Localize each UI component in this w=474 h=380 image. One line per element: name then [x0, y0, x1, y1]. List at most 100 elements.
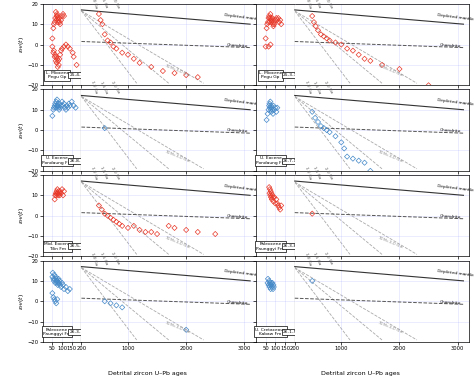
Text: 1.0 Ga: 1.0 Ga: [303, 166, 311, 180]
Point: [51, 19, 58, 25]
Point: [56, 282, 64, 288]
Text: 1.5 Ga: 1.5 Ga: [312, 0, 321, 9]
Point: [277, 21, 285, 27]
Point: [95, 203, 103, 209]
Point: [264, 276, 272, 282]
Point: [55, 58, 62, 64]
Text: $T_{DM}$=3.0 Ga: $T_{DM}$=3.0 Ga: [163, 233, 191, 251]
Point: [49, 25, 57, 31]
Point: [269, 192, 276, 198]
Point: [355, 158, 363, 164]
Text: 1.5 Ga: 1.5 Ga: [312, 252, 321, 266]
Text: Depleted mantle: Depleted mantle: [224, 98, 261, 107]
Text: 26-5-3: 26-5-3: [69, 244, 84, 248]
Text: Chondrite: Chondrite: [440, 43, 462, 48]
Point: [64, 288, 72, 294]
Point: [270, 19, 278, 25]
Point: [263, 25, 270, 31]
Text: Mid. Eocene
Tilin Fm: Mid. Eocene Tilin Fm: [44, 242, 71, 250]
Point: [271, 107, 278, 113]
Text: 2.0 Ga: 2.0 Ga: [323, 0, 334, 9]
Point: [54, 282, 62, 288]
Point: [343, 154, 351, 160]
Text: 2.0 Ga: 2.0 Ga: [110, 252, 120, 266]
Text: Detrital zircon U–Pb ages: Detrital zircon U–Pb ages: [321, 371, 400, 376]
Text: Chondrite: Chondrite: [227, 214, 248, 219]
Point: [317, 31, 325, 37]
Point: [269, 15, 276, 21]
Point: [323, 35, 330, 41]
Point: [48, 290, 56, 296]
Point: [60, 101, 68, 107]
Point: [104, 38, 111, 44]
Point: [101, 211, 109, 217]
Point: [52, 15, 59, 21]
Point: [112, 302, 120, 308]
Point: [64, 105, 72, 111]
Point: [52, 58, 60, 64]
Point: [268, 19, 275, 25]
Point: [50, 278, 58, 284]
Text: Chondrite: Chondrite: [440, 214, 462, 219]
Point: [270, 282, 277, 288]
Point: [55, 190, 63, 196]
Point: [101, 125, 109, 131]
Point: [267, 41, 274, 48]
Point: [48, 44, 56, 50]
Text: 26-1-5: 26-1-5: [283, 330, 297, 334]
Text: 2.0 Ga: 2.0 Ga: [323, 166, 334, 180]
Point: [64, 44, 72, 50]
Point: [320, 125, 328, 131]
Point: [51, 276, 58, 282]
Point: [268, 105, 276, 111]
Text: 1.0 Ga: 1.0 Ga: [90, 252, 98, 266]
Point: [66, 103, 73, 109]
Point: [136, 227, 144, 233]
Text: 1.5 Ga: 1.5 Ga: [312, 81, 321, 95]
Text: $T_{DM}$=3.0 Ga: $T_{DM}$=3.0 Ga: [163, 319, 191, 336]
Point: [147, 64, 155, 70]
Point: [312, 23, 319, 29]
Point: [51, 296, 58, 302]
Point: [267, 286, 274, 292]
Point: [269, 280, 276, 286]
Point: [118, 50, 126, 56]
Text: $T_{DM}$=3.0 Ga: $T_{DM}$=3.0 Ga: [376, 319, 404, 336]
Point: [211, 231, 219, 237]
Point: [51, 54, 58, 60]
Text: Chondrite: Chondrite: [440, 128, 462, 134]
Point: [52, 192, 59, 198]
Point: [55, 15, 63, 21]
Point: [63, 103, 71, 109]
Point: [53, 17, 60, 23]
Point: [366, 168, 374, 174]
Point: [66, 286, 73, 292]
Point: [266, 190, 273, 196]
Point: [273, 200, 281, 206]
Point: [314, 119, 322, 125]
Point: [52, 105, 60, 111]
Point: [50, 21, 58, 27]
Point: [355, 52, 363, 58]
Point: [58, 46, 66, 52]
Point: [273, 17, 281, 23]
Point: [49, 50, 57, 56]
Point: [267, 280, 275, 286]
Point: [60, 44, 68, 50]
Point: [57, 17, 65, 23]
Point: [49, 294, 57, 300]
Point: [268, 284, 276, 290]
Point: [124, 52, 132, 58]
Point: [59, 11, 67, 17]
Point: [273, 109, 280, 115]
Point: [55, 17, 63, 23]
Point: [53, 103, 60, 109]
Point: [182, 327, 190, 333]
Point: [104, 213, 111, 219]
Point: [116, 221, 123, 227]
Point: [53, 54, 60, 60]
Point: [311, 115, 319, 121]
Point: [266, 280, 273, 286]
Point: [54, 278, 61, 284]
Point: [340, 146, 348, 152]
